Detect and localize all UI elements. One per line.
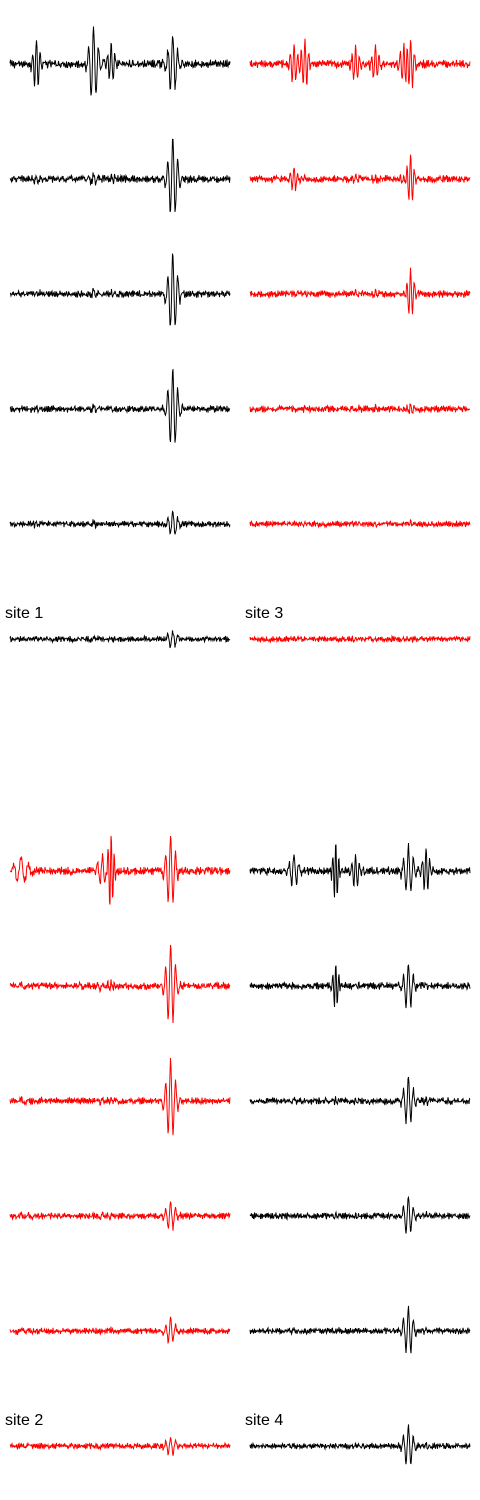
site-1-panel: site 1 bbox=[5, 26, 231, 649]
site-1-trace-4 bbox=[9, 369, 231, 443]
site-4-trace-5 bbox=[249, 1305, 471, 1354]
site-1-trace-3 bbox=[9, 253, 231, 326]
site-1-trace-6 bbox=[9, 630, 231, 649]
site-4-trace-4 bbox=[249, 1195, 471, 1234]
site-3-trace-4 bbox=[249, 403, 471, 415]
site-3-trace-1 bbox=[249, 38, 471, 89]
site-2-trace-3 bbox=[9, 1058, 231, 1136]
site-4-trace-2 bbox=[249, 964, 471, 1009]
site-4-panel: site 4 bbox=[245, 843, 471, 1465]
site-3-trace-5 bbox=[249, 519, 471, 529]
site-4-trace-6 bbox=[249, 1424, 471, 1465]
site-2-trace-4 bbox=[9, 1201, 231, 1231]
site-1-trace-1 bbox=[9, 26, 231, 96]
site-3-panel: site 3 bbox=[245, 38, 471, 644]
site-1-trace-5 bbox=[9, 510, 231, 535]
site-2-panel: site 2 bbox=[5, 835, 231, 1456]
site-3-trace-6 bbox=[249, 634, 471, 644]
site-1-trace-2 bbox=[9, 138, 231, 213]
site-1-label: site 1 bbox=[5, 605, 43, 622]
site-3-trace-2 bbox=[249, 154, 471, 201]
site-2-trace-1 bbox=[9, 835, 231, 905]
site-2-trace-2 bbox=[9, 944, 231, 1024]
site-4-label: site 4 bbox=[245, 1412, 283, 1429]
site-2-trace-6 bbox=[9, 1437, 231, 1456]
site-4-trace-3 bbox=[249, 1076, 471, 1125]
site-2-trace-5 bbox=[9, 1316, 231, 1344]
site-2-label: site 2 bbox=[5, 1412, 43, 1429]
site-3-label: site 3 bbox=[245, 605, 283, 622]
site-4-trace-1 bbox=[249, 843, 471, 898]
site-3-trace-3 bbox=[249, 267, 471, 315]
